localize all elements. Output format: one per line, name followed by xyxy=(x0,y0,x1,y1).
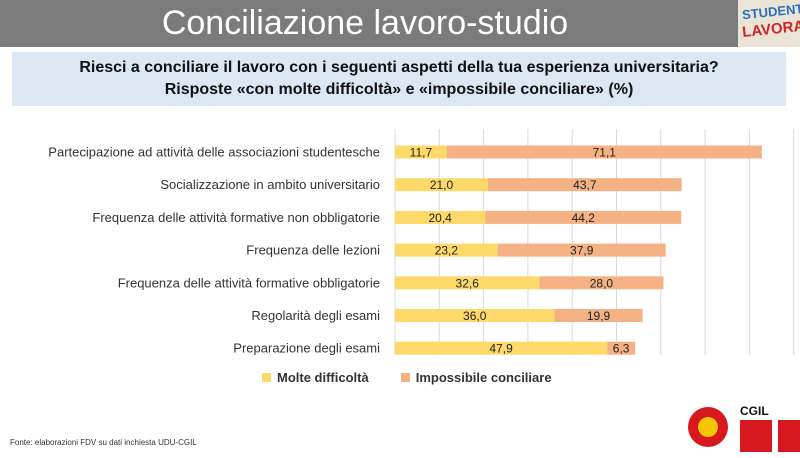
category-label: Partecipazione ad attività delle associa… xyxy=(48,145,380,160)
bar-molte-difficolta xyxy=(395,309,555,322)
bar-impossibile-conciliare xyxy=(539,276,664,290)
data-label: 20,4 xyxy=(429,211,453,225)
legend-swatch-impossibile xyxy=(400,373,410,382)
bar-impossibile-conciliare xyxy=(497,243,666,257)
legend-label-molte-difficolta: Molte difficoltà xyxy=(277,370,369,385)
bars xyxy=(395,145,762,355)
source-note: Fonte: elaborazioni FDV su dati inchiest… xyxy=(10,438,197,447)
bar-impossibile-conciliare xyxy=(488,178,682,192)
grid-lines xyxy=(394,129,795,355)
bar-molte-difficolta xyxy=(395,243,498,257)
stacked-bar-chart: Partecipazione ad attività delle associa… xyxy=(48,129,795,356)
question-box: Riesci a conciliare il lavoro con i segu… xyxy=(12,52,786,106)
question-line2: Risposte «con molte difficoltà» e «impos… xyxy=(164,81,634,98)
legend-item-molte-difficolta: Molte difficoltà xyxy=(262,370,369,385)
studenti-lavoratori-logo: STUDENTI LAVORATORI xyxy=(738,0,800,47)
data-label: 37,9 xyxy=(570,244,594,258)
header-bar: Conciliazione lavoro-studio STUDENTI LAV… xyxy=(0,0,800,47)
data-label: 47,9 xyxy=(489,342,513,356)
data-label: 32,6 xyxy=(456,276,480,290)
bar-molte-difficolta xyxy=(395,276,540,290)
category-label: Frequenza delle lezioni xyxy=(246,243,380,258)
legend-label-impossibile: Impossibile conciliare xyxy=(415,370,552,385)
data-label: 19,9 xyxy=(587,309,611,323)
data-label: 21,0 xyxy=(430,178,454,192)
labels: Partecipazione ad attività delle associa… xyxy=(48,145,630,356)
cgil-logo-block xyxy=(740,420,772,452)
category-label: Socializzazione in ambito universitario xyxy=(160,177,380,192)
category-label: Regolarità degli esami xyxy=(251,308,380,323)
bar-molte-difficolta xyxy=(395,210,486,224)
bar-impossibile-conciliare xyxy=(485,210,682,224)
cgil-logo-block-2 xyxy=(778,420,800,452)
bar-molte-difficolta xyxy=(395,341,608,355)
data-label: 28,0 xyxy=(590,276,614,290)
data-label: 36,0 xyxy=(463,309,487,323)
sun-icon xyxy=(698,417,718,437)
legend-item-impossibile: Impossibile conciliare xyxy=(400,370,552,385)
category-label: Frequenza delle attività formative obbli… xyxy=(118,275,380,290)
bar-impossibile-conciliare xyxy=(446,145,762,159)
data-label: 43,7 xyxy=(573,178,597,192)
data-label: 23,2 xyxy=(435,244,459,258)
legend-swatch-molte-difficolta xyxy=(262,373,271,382)
bar-impossibile-conciliare xyxy=(554,309,643,322)
data-label: 6,3 xyxy=(613,342,630,356)
udu-logo xyxy=(688,407,728,447)
page-title: Conciliazione lavoro-studio xyxy=(161,4,569,42)
bar-impossibile-conciliare xyxy=(607,341,636,355)
data-label: 44,2 xyxy=(572,211,596,225)
bar-molte-difficolta xyxy=(395,178,489,192)
data-label: 71,1 xyxy=(593,146,617,160)
bar-molte-difficolta xyxy=(395,145,447,159)
question-line1: Riesci a conciliare il lavoro con i segu… xyxy=(79,59,719,76)
category-label: Preparazione degli esami xyxy=(233,341,380,356)
data-label: 11,7 xyxy=(410,146,433,160)
cgil-logo-text: CGIL xyxy=(740,404,769,418)
legend: Molte difficoltà Impossibile conciliare xyxy=(262,370,552,385)
category-label: Frequenza delle attività formative non o… xyxy=(92,210,380,225)
